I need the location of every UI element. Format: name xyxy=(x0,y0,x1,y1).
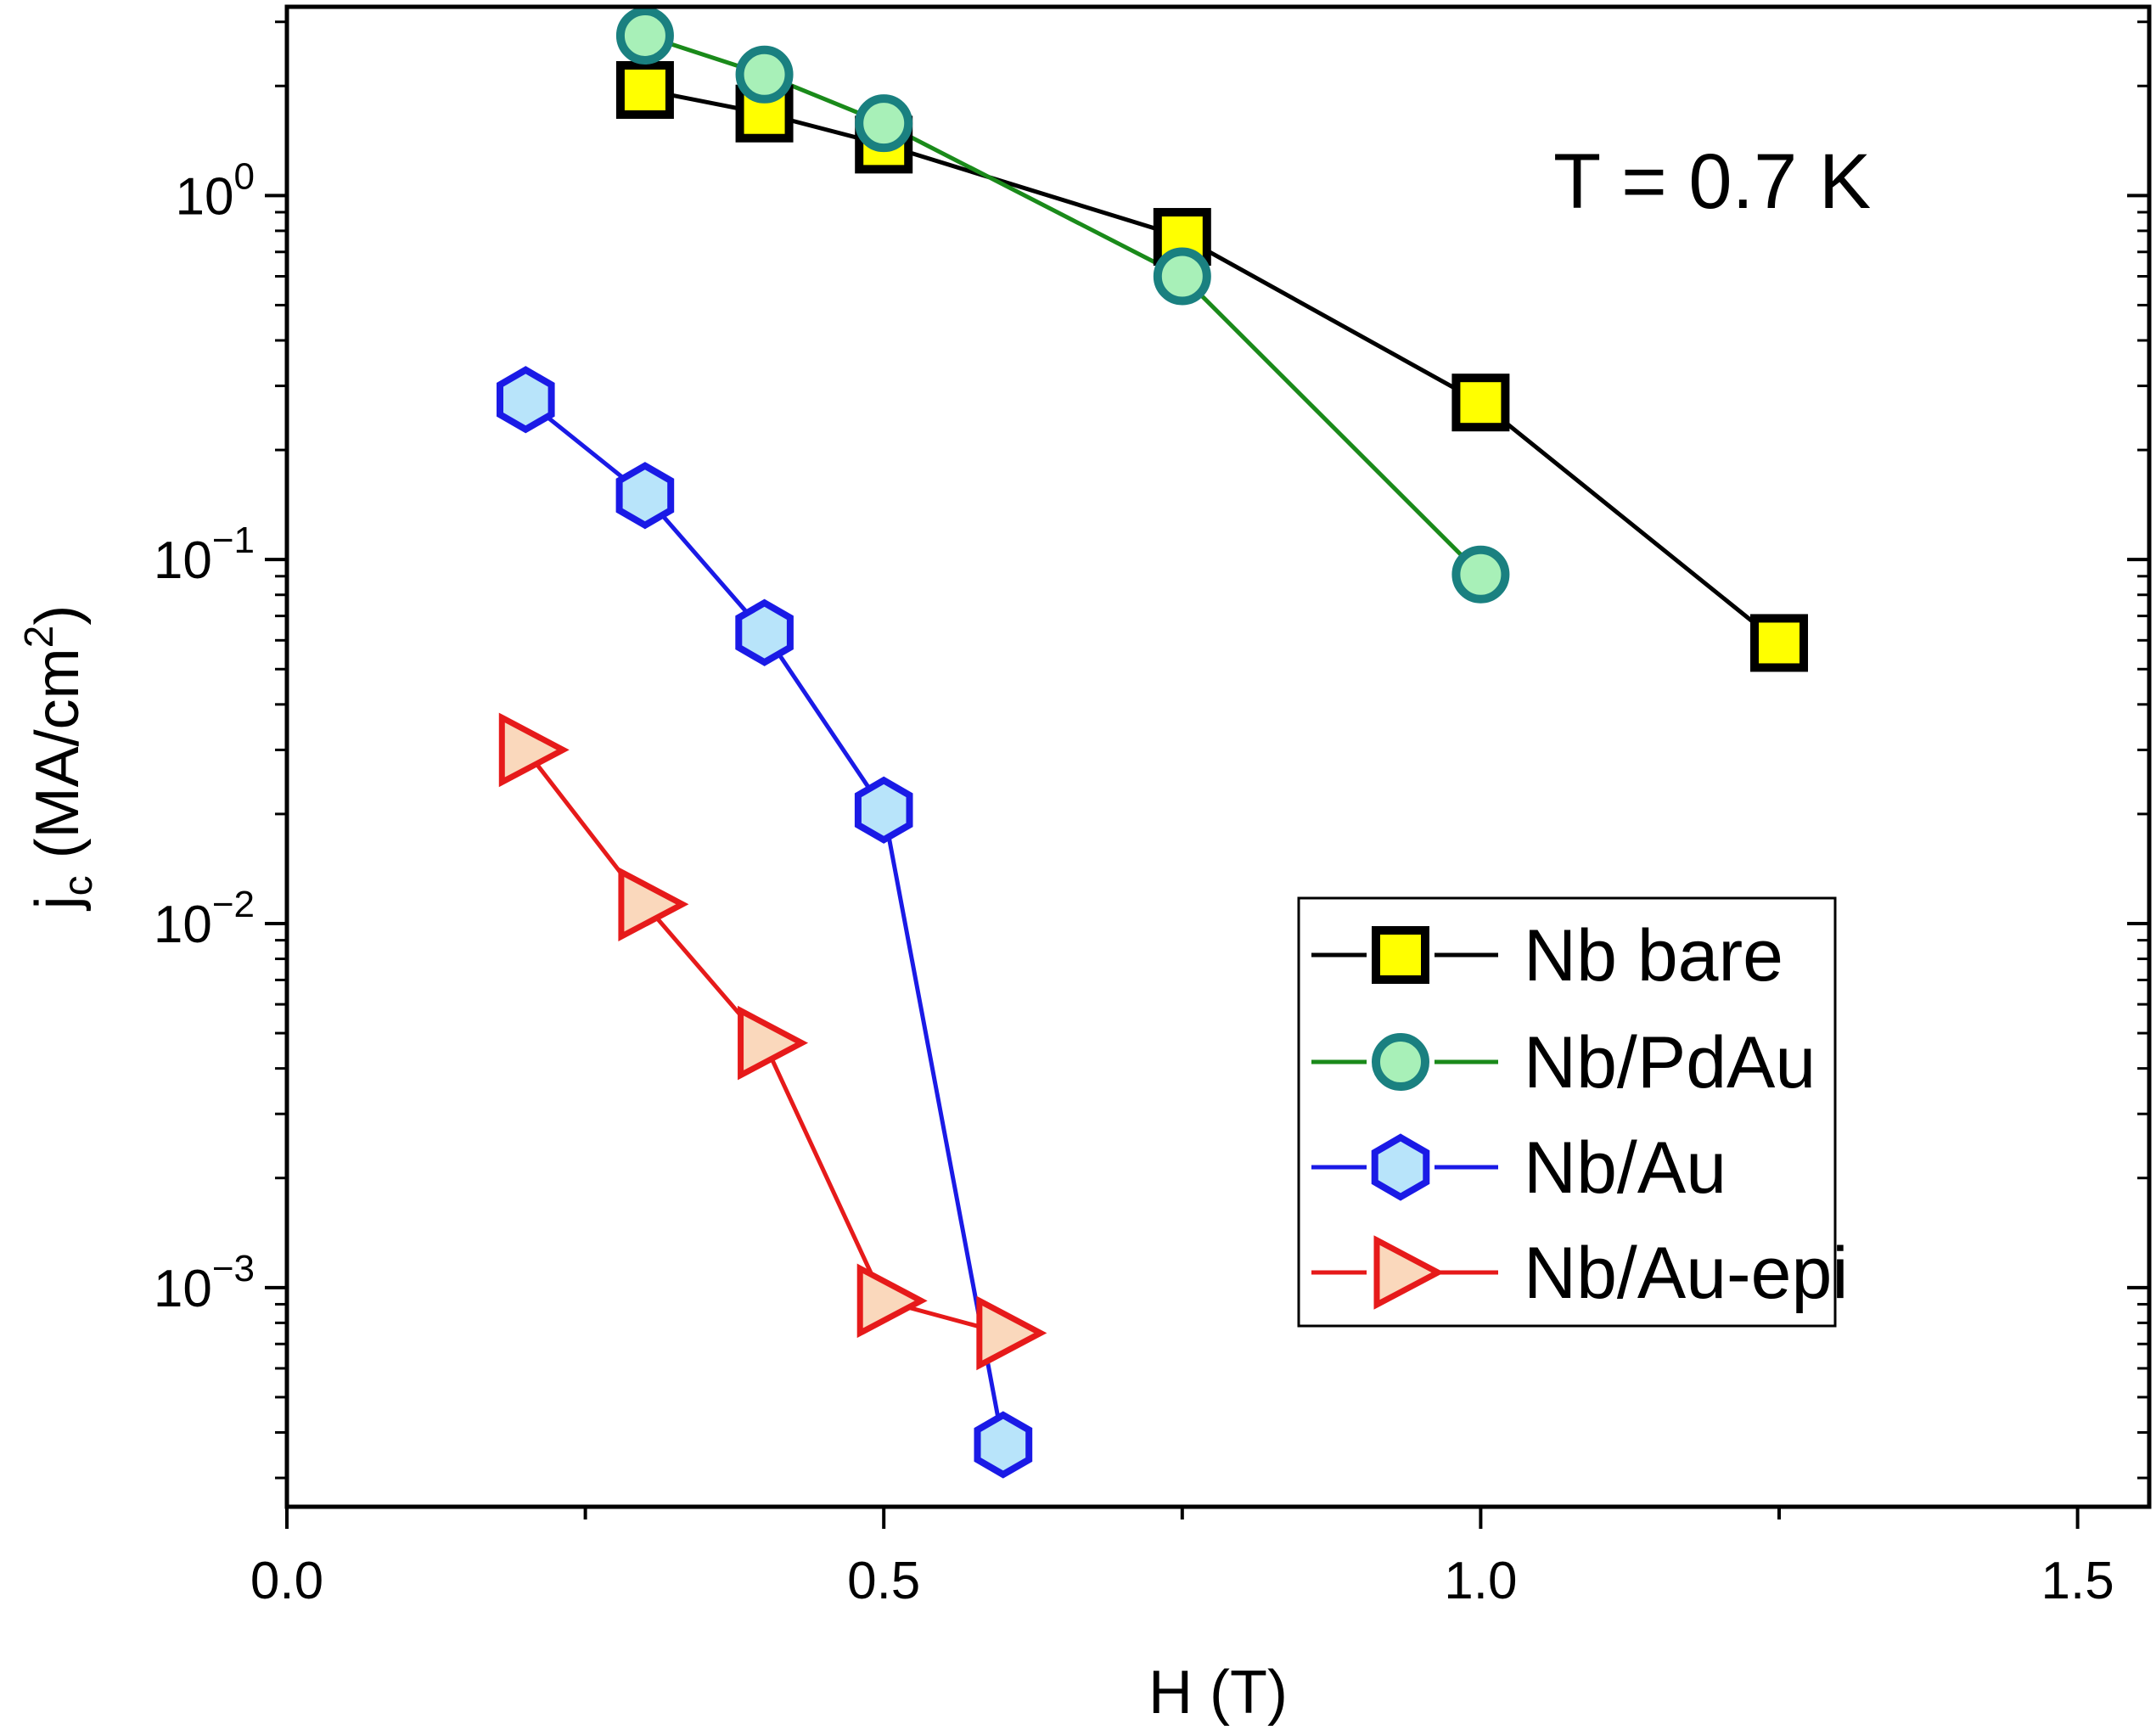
legend-label: Nb/PdAu xyxy=(1524,1022,1816,1104)
legend-marker xyxy=(1372,1033,1429,1091)
series-line-segment xyxy=(1181,274,1483,576)
y-tick-label: 10−3 xyxy=(154,1248,255,1318)
temperature-annotation: T = 0.7 K xyxy=(1553,138,1871,225)
series-line-segment xyxy=(883,142,1183,239)
y-tick-label: 10−1 xyxy=(154,520,255,590)
legend-entries: Nb bare Nb/PdAu Nb/Au Nb/Au-epi xyxy=(1311,915,1848,1314)
x-tick-label: 1.5 xyxy=(2041,1552,2114,1610)
series-line-segment xyxy=(1181,234,1482,405)
legend-marker xyxy=(1372,926,1429,984)
data-point xyxy=(618,867,689,942)
series-line-segment xyxy=(643,494,766,634)
y-axis-title-rest: (MA/cm xyxy=(24,648,92,875)
y-axis-title-main: j xyxy=(24,896,92,911)
legend-label: Nb/Au xyxy=(1524,1127,1726,1209)
y-tick-label: 100 xyxy=(176,155,255,226)
x-tick-label: 1.0 xyxy=(1444,1552,1517,1610)
legend-marker xyxy=(1371,1133,1430,1201)
x-tick-label: 0.0 xyxy=(250,1552,323,1610)
y-axis-title: jc (MA/cm2) xyxy=(17,605,101,912)
data-point xyxy=(615,6,674,65)
data-point xyxy=(615,60,674,119)
y-tick-label: 10−2 xyxy=(154,884,255,954)
x-tick-label: 0.5 xyxy=(847,1552,920,1610)
data-point xyxy=(497,366,555,434)
data-point xyxy=(735,598,794,666)
data-point xyxy=(738,1005,809,1081)
legend-entry: Nb bare xyxy=(1311,915,1783,997)
y-axis-title-close: ) xyxy=(24,605,92,626)
series-line-segment xyxy=(762,631,886,812)
data-point xyxy=(735,45,794,104)
data-point xyxy=(498,712,570,788)
data-point xyxy=(615,462,675,530)
axis-ticks: 0.0 0.5 1.0 1.5 100 10−1 10−2 10−3 xyxy=(154,20,2149,1610)
legend-marker xyxy=(1373,1235,1445,1310)
data-point xyxy=(976,1295,1047,1371)
data-point xyxy=(855,94,913,153)
data-point xyxy=(854,776,913,844)
legend-entry: Nb/PdAu xyxy=(1311,1022,1816,1104)
data-point xyxy=(974,1411,1033,1479)
y-axis-title-sub: c xyxy=(56,875,101,896)
data-point xyxy=(856,1263,928,1339)
series-line-segment xyxy=(883,121,1183,278)
legend-label: Nb/Au-epi xyxy=(1524,1233,1848,1314)
series-line-segment xyxy=(1479,401,1781,645)
data-point xyxy=(1153,247,1211,306)
series-markers xyxy=(497,6,1809,1479)
y-axis-title-sup: 2 xyxy=(17,626,62,649)
data-point xyxy=(1451,545,1510,604)
data-point xyxy=(1451,374,1510,432)
legend-label: Nb bare xyxy=(1524,915,1783,997)
legend: Nb bare Nb/PdAu Nb/Au Nb/Au-epi xyxy=(1297,896,1848,1328)
legend-entry: Nb/Au-epi xyxy=(1311,1233,1848,1314)
data-point xyxy=(1750,614,1809,672)
plot-frame xyxy=(284,4,2152,1509)
legend-entry: Nb/Au xyxy=(1311,1127,1726,1209)
x-axis-title: H (T) xyxy=(1148,1659,1288,1727)
series-line-segment xyxy=(762,1042,886,1302)
